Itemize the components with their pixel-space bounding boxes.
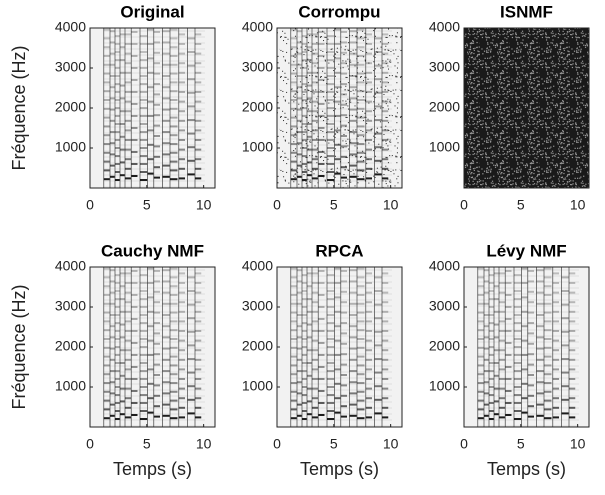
panel-title: RPCA [315, 241, 363, 260]
panel-title: Lévy NMF [486, 241, 566, 260]
y-tick-label: 2000 [55, 99, 86, 115]
x-tick-label: 0 [460, 197, 468, 213]
x-tick-label: 0 [273, 197, 281, 213]
y-tick-label: 2000 [429, 338, 460, 354]
x-tick-label: 10 [196, 436, 212, 452]
y-tick-label: 3000 [242, 59, 273, 75]
spectrogram-image [277, 267, 402, 427]
x-tick-label: 10 [570, 197, 586, 213]
x-tick-label: 5 [143, 436, 151, 452]
x-tick-label: 5 [517, 197, 525, 213]
x-tick-label: 0 [273, 436, 281, 452]
spectrogram-image [90, 267, 215, 427]
y-tick-label: 1000 [242, 139, 273, 155]
x-tick-label: 0 [86, 436, 94, 452]
y-axis-label: Fréquence (Hz) [9, 45, 29, 170]
y-tick-label: 4000 [55, 258, 86, 274]
spectrogram-image [464, 267, 589, 427]
y-tick-label: 1000 [429, 139, 460, 155]
x-tick-label: 5 [330, 197, 338, 213]
spectrogram-image [277, 28, 402, 188]
y-tick-label: 1000 [429, 378, 460, 394]
y-tick-label: 4000 [55, 19, 86, 35]
x-tick-label: 10 [196, 197, 212, 213]
y-tick-label: 1000 [55, 378, 86, 394]
y-tick-label: 4000 [429, 19, 460, 35]
y-tick-label: 3000 [55, 59, 86, 75]
y-tick-label: 4000 [242, 19, 273, 35]
x-tick-label: 5 [330, 436, 338, 452]
y-tick-label: 2000 [242, 99, 273, 115]
x-tick-label: 10 [570, 436, 586, 452]
y-tick-label: 3000 [55, 298, 86, 314]
x-axis-label: Temps (s) [487, 459, 566, 479]
y-tick-label: 3000 [242, 298, 273, 314]
y-tick-label: 4000 [242, 258, 273, 274]
x-tick-label: 0 [460, 436, 468, 452]
x-tick-label: 10 [383, 197, 399, 213]
x-tick-label: 5 [517, 436, 525, 452]
x-tick-label: 5 [143, 197, 151, 213]
spectrogram-image [90, 28, 215, 188]
y-tick-label: 2000 [242, 338, 273, 354]
y-tick-label: 1000 [55, 139, 86, 155]
spectrogram-image [464, 28, 589, 188]
y-tick-label: 3000 [429, 298, 460, 314]
x-tick-label: 0 [86, 197, 94, 213]
panel-title: Original [120, 2, 184, 21]
y-tick-label: 2000 [429, 99, 460, 115]
panel-title: Cauchy NMF [101, 241, 204, 260]
y-tick-label: 1000 [242, 378, 273, 394]
y-tick-label: 2000 [55, 338, 86, 354]
x-axis-label: Temps (s) [113, 459, 192, 479]
panel-title: ISNMF [500, 2, 553, 21]
y-tick-label: 4000 [429, 258, 460, 274]
x-tick-label: 10 [383, 436, 399, 452]
y-tick-label: 3000 [429, 59, 460, 75]
y-axis-label: Fréquence (Hz) [9, 284, 29, 409]
x-axis-label: Temps (s) [300, 459, 379, 479]
panel-title: Corrompu [298, 2, 380, 21]
